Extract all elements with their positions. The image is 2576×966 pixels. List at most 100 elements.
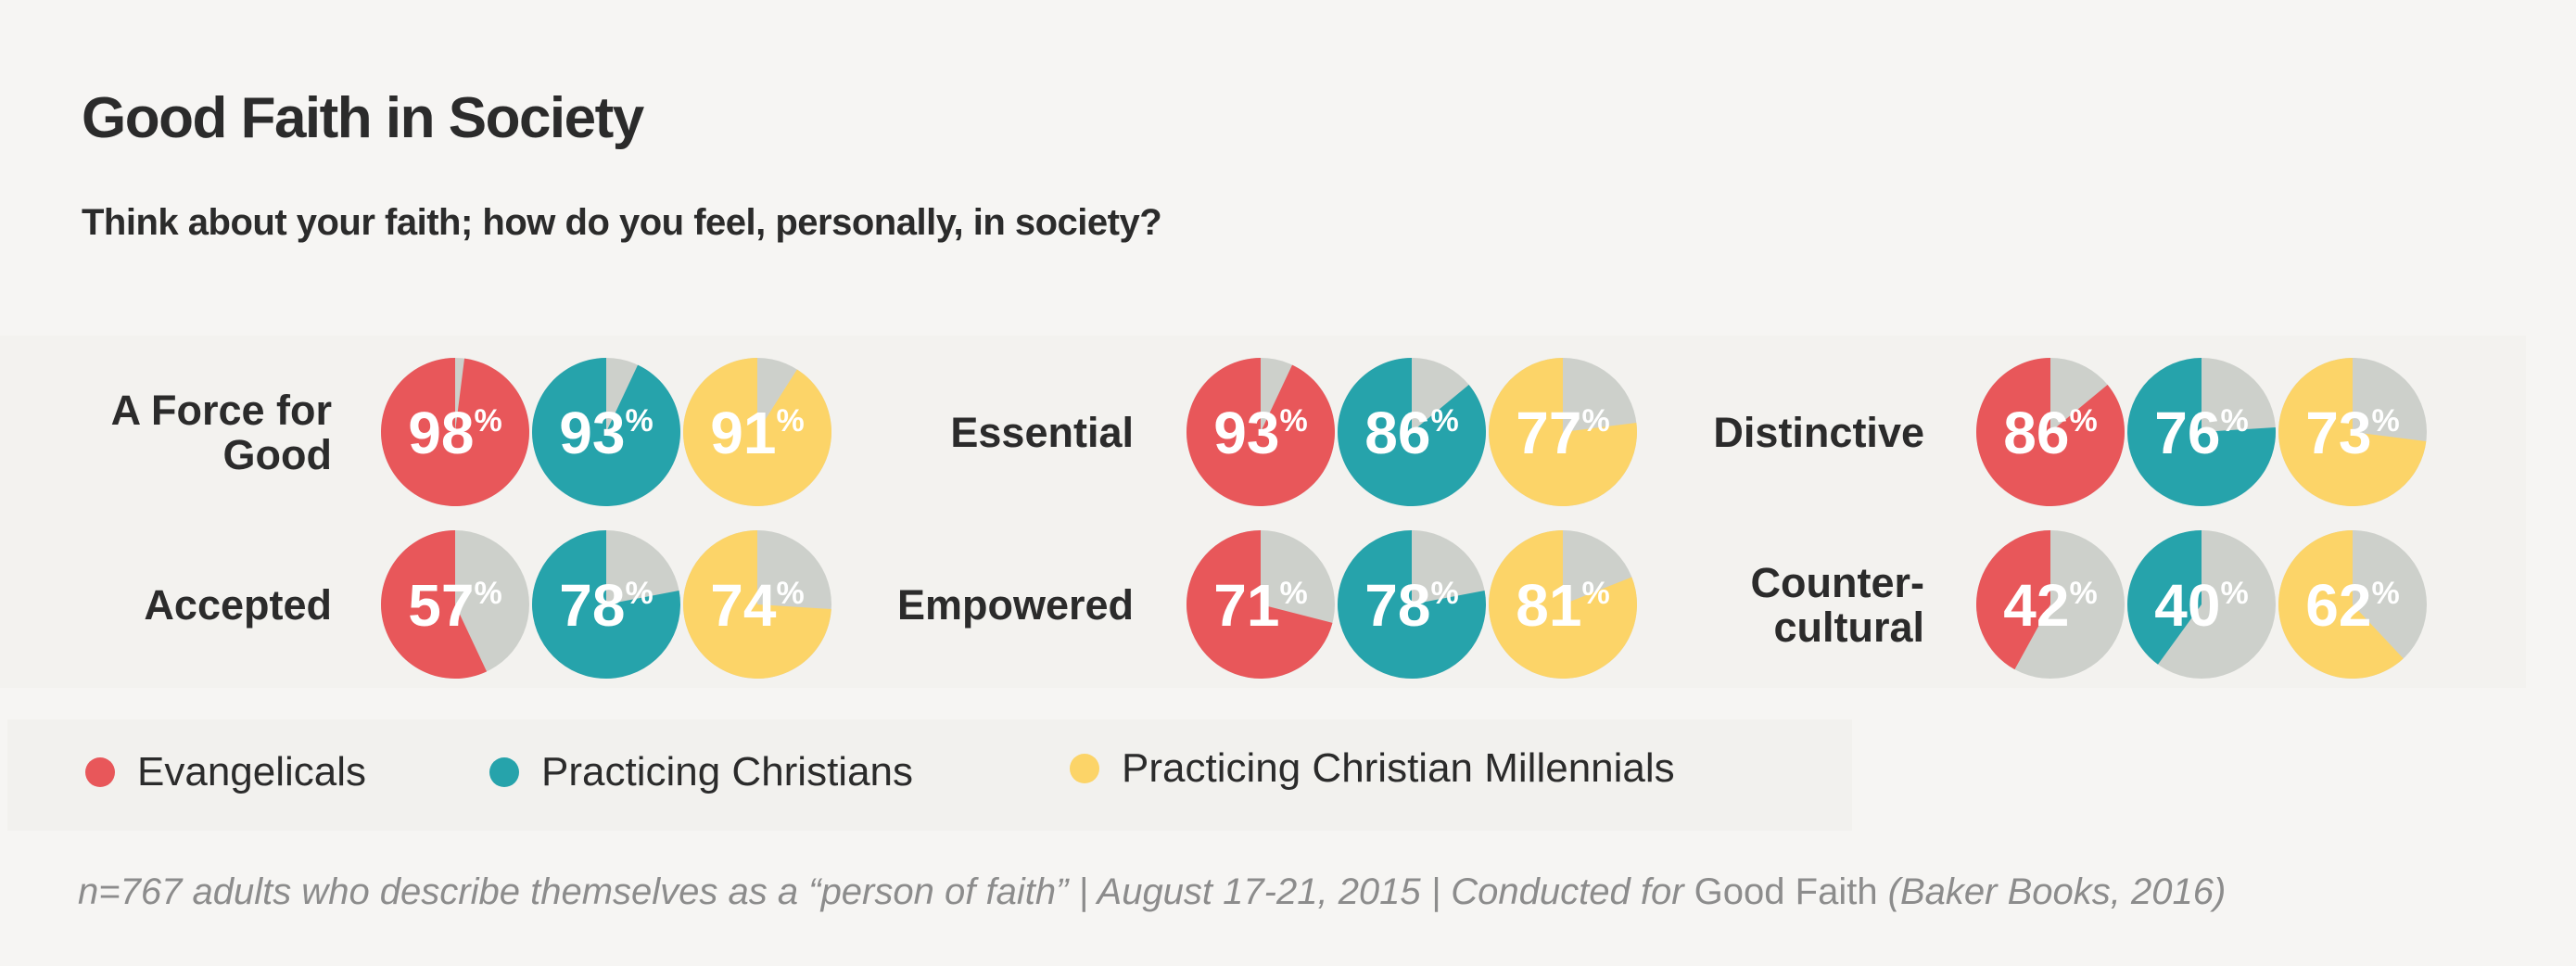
pie-value-unit: % bbox=[1279, 403, 1307, 439]
legend-item-practicing-christians: Practicing Christians bbox=[489, 749, 913, 795]
pie-value-unit: % bbox=[1581, 576, 1609, 611]
legend-label: Practicing Christians bbox=[541, 749, 914, 794]
group-label-line: Distinctive bbox=[1713, 409, 1924, 456]
pie-value-unit: % bbox=[2069, 403, 2097, 439]
footnote-text: n=767 adults who describe themselves as … bbox=[78, 871, 1694, 912]
pie-value-number: 57 bbox=[408, 572, 474, 639]
pie-value-number: 81 bbox=[1516, 572, 1581, 639]
pie-slice-practicing-christian-millennials bbox=[1488, 530, 1637, 679]
pie-value-label: 42% bbox=[2003, 572, 2097, 639]
legend-swatch bbox=[85, 757, 115, 787]
pie-value-unit: % bbox=[625, 576, 653, 611]
pie-value-number: 77 bbox=[1516, 400, 1581, 466]
pie-slice-practicing-christians bbox=[2127, 530, 2202, 665]
pie-value-label: 57% bbox=[408, 572, 501, 639]
pie-value-number: 93 bbox=[1213, 400, 1279, 466]
pie-value-unit: % bbox=[2371, 403, 2399, 439]
pie-slice-practicing-christian-millennials bbox=[1489, 358, 1638, 506]
pie-slice-practicing-christian-millennials bbox=[2278, 358, 2427, 506]
group-label-line: Essential bbox=[950, 409, 1134, 456]
chart-subtitle: Think about your faith; how do you feel,… bbox=[82, 202, 1162, 243]
legend-label: Evangelicals bbox=[137, 749, 367, 794]
pie-value-number: 74 bbox=[710, 572, 777, 639]
group-label-line: cultural bbox=[1773, 604, 1924, 651]
pie-value-label: 74% bbox=[710, 572, 804, 639]
pie-value-unit: % bbox=[474, 403, 501, 439]
pie-value-label: 86% bbox=[1364, 400, 1458, 466]
footnote: n=767 adults who describe themselves as … bbox=[78, 871, 2226, 913]
pie-value-number: 78 bbox=[559, 572, 625, 639]
pie-slice-practicing-christian-millennials bbox=[682, 530, 831, 680]
pie-slice-evangelicals bbox=[1975, 358, 2125, 507]
pie-value-unit: % bbox=[474, 576, 501, 611]
pie-value-number: 98 bbox=[408, 400, 474, 466]
pie-value-label: 76% bbox=[2154, 400, 2248, 466]
footnote-publisher: (Baker Books, 2016) bbox=[1877, 871, 2227, 912]
pie-value-unit: % bbox=[2220, 403, 2248, 439]
pie-value-label: 71% bbox=[1213, 572, 1307, 639]
pie-slice-evangelicals bbox=[381, 358, 530, 506]
group-label-line: A Force for bbox=[111, 387, 332, 434]
legend-label: Practicing Christian Millennials bbox=[1122, 745, 1675, 791]
pie-value-unit: % bbox=[1430, 576, 1458, 611]
pie-value-label: 93% bbox=[1213, 400, 1307, 466]
group-label: Distinctive bbox=[1713, 409, 1924, 456]
legend-swatch bbox=[1070, 754, 1099, 783]
pie-slice-evangelicals bbox=[381, 530, 488, 680]
pie-value-label: 91% bbox=[710, 400, 804, 466]
pie-value-unit: % bbox=[2371, 576, 2399, 611]
pie-value-label: 98% bbox=[408, 400, 501, 466]
pie-value-label: 73% bbox=[2305, 400, 2399, 466]
pie-value-number: 93 bbox=[559, 400, 625, 466]
pie-value-label: 86% bbox=[2003, 400, 2097, 466]
group-label-line: Accepted bbox=[144, 581, 332, 629]
group-label: Counter-cultural bbox=[1751, 559, 1924, 651]
pie-slice-practicing-christians bbox=[2126, 358, 2276, 506]
pie-slice-evangelicals bbox=[1186, 530, 1333, 679]
pie-slice-evangelicals bbox=[1976, 530, 2050, 670]
pie-value-number: 91 bbox=[710, 400, 776, 466]
group-label-line: Good bbox=[223, 431, 332, 478]
pie-value-label: 78% bbox=[1364, 572, 1458, 639]
pie-value-number: 86 bbox=[2003, 400, 2069, 466]
pie-value-label: 81% bbox=[1516, 572, 1609, 639]
legend-item-practicing-christian-millennials: Practicing Christian Millennials bbox=[1070, 745, 1675, 792]
group-label-line: Empowered bbox=[897, 581, 1134, 629]
pie-value-number: 62 bbox=[2305, 572, 2371, 639]
pie-value-number: 86 bbox=[1364, 400, 1430, 466]
pie-value-label: 93% bbox=[559, 400, 653, 466]
pie-value-number: 42 bbox=[2003, 572, 2069, 639]
group-label: Empowered bbox=[897, 581, 1134, 629]
legend-swatch bbox=[489, 757, 519, 787]
group-label: A Force for Good bbox=[111, 387, 332, 478]
pie-value-unit: % bbox=[2069, 576, 2097, 611]
pie-value-number: 71 bbox=[1213, 572, 1279, 639]
pie-value-unit: % bbox=[1581, 403, 1609, 439]
pie-slice-practicing-christian-millennials bbox=[2278, 530, 2404, 680]
group-label: Accepted bbox=[144, 581, 332, 629]
pie-value-number: 73 bbox=[2305, 400, 2371, 466]
pie-value-number: 78 bbox=[1364, 572, 1430, 639]
pie-slice-practicing-christians bbox=[1337, 530, 1486, 679]
pie-value-unit: % bbox=[776, 403, 804, 439]
pie-value-number: 40 bbox=[2154, 572, 2220, 639]
legend-item-evangelicals: Evangelicals bbox=[85, 749, 366, 795]
pie-value-label: 62% bbox=[2305, 572, 2399, 639]
pie-value-unit: % bbox=[1430, 403, 1458, 439]
pie-slice-evangelicals bbox=[1186, 358, 1336, 507]
chart-title: Good Faith in Society bbox=[82, 86, 644, 150]
pie-value-unit: % bbox=[625, 403, 653, 439]
pie-slice-practicing-christians bbox=[532, 358, 681, 506]
legend: Evangelicals Practicing Christians Pract… bbox=[7, 719, 1852, 831]
pie-value-unit: % bbox=[1279, 576, 1307, 611]
pie-value-label: 78% bbox=[559, 572, 653, 639]
pie-slice-practicing-christians bbox=[531, 530, 680, 679]
group-label: Essential bbox=[950, 409, 1134, 456]
group-label-line: Counter- bbox=[1751, 559, 1924, 606]
footnote-book-title: Good Faith bbox=[1694, 871, 1878, 912]
pie-value-number: 76 bbox=[2154, 400, 2220, 466]
pie-slice-practicing-christians bbox=[1337, 358, 1486, 507]
pie-value-label: 77% bbox=[1516, 400, 1609, 466]
pie-value-unit: % bbox=[2220, 576, 2248, 611]
